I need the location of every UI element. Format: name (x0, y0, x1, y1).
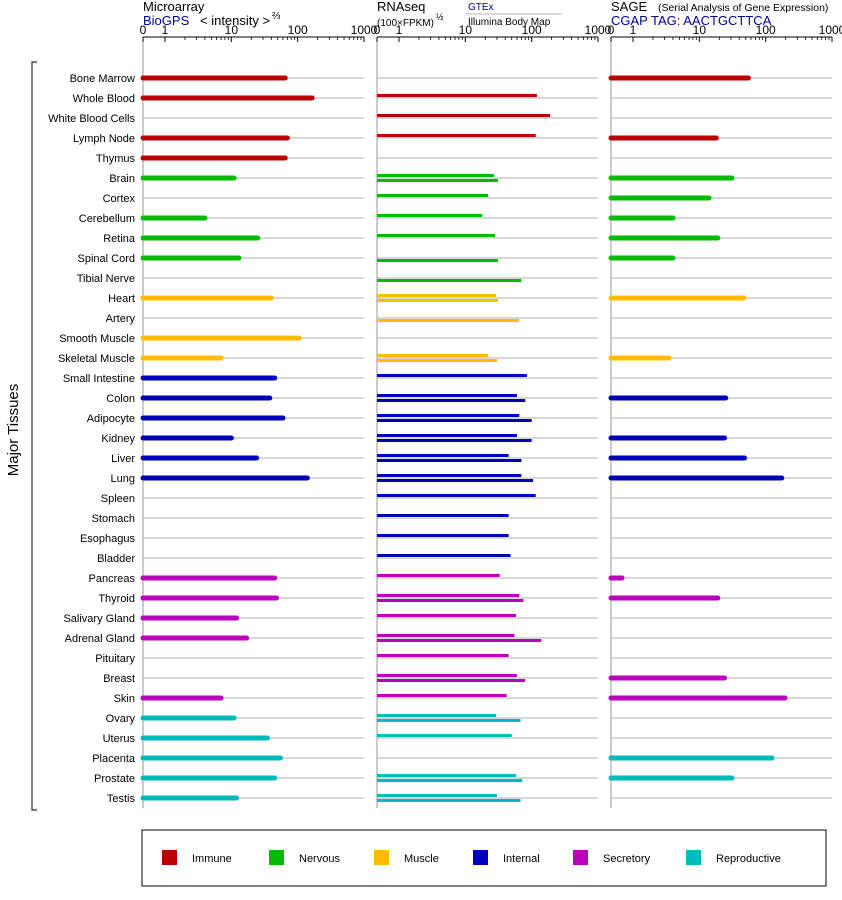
panel-sage-header: SAGE (Serial Analysis of Gene Expression… (611, 0, 828, 28)
tissue-label: Cerebellum (79, 213, 135, 225)
y-axis-bracket (31, 61, 37, 811)
x-tick-label: 1000 (585, 23, 612, 37)
panel-units-exponent: ⅔ (272, 11, 281, 22)
legend-item: Secretory (573, 850, 651, 865)
x-tick-label: 0 (374, 23, 381, 37)
legend-label: Immune (192, 853, 232, 865)
panels-layer: 011010010000110100100001101001000 (140, 23, 842, 808)
tissue-label: Adrenal Gland (65, 633, 135, 645)
tissue-label: Small Intestine (63, 373, 135, 385)
legend-item: Reproductive (686, 850, 781, 865)
panel-units-exponent: ½ (436, 12, 444, 22)
panel-title: RNAseq (377, 0, 425, 14)
tissue-label: Adipocyte (87, 413, 135, 425)
tissue-label: Heart (108, 293, 135, 305)
x-tick-label: 1000 (351, 23, 378, 37)
tissue-label: Artery (106, 313, 136, 325)
x-tick-label: 100 (288, 23, 308, 37)
legend-item: Internal (473, 850, 540, 865)
legend-swatch (573, 850, 588, 865)
panel-source-link[interactable]: BioGPS (143, 13, 190, 28)
tissue-label: Colon (106, 393, 135, 405)
legend-swatch (269, 850, 284, 865)
legend-item: Immune (162, 850, 232, 865)
legend-swatch (473, 850, 488, 865)
x-tick-label: 10 (693, 23, 707, 37)
source-illumina: Illumina Body Map (468, 17, 551, 28)
tissue-label: Whole Blood (73, 93, 135, 105)
x-tick-label: 100 (522, 23, 542, 37)
tissue-label: Brain (109, 173, 135, 185)
panel-title-note: (Serial Analysis of Gene Expression) (658, 2, 828, 14)
panel-0: 0 1 10 100 1000 (140, 23, 378, 808)
tissue-label: Smooth Muscle (59, 333, 135, 345)
panel-cgap-tag[interactable]: CGAP TAG: AACTGCTTCA (611, 13, 772, 28)
tissue-label: Pituitary (95, 653, 135, 665)
x-tick-label: 100 (756, 23, 776, 37)
panel-microarray-header: Microarray BioGPS < intensity > ⅔ (143, 0, 281, 28)
tissue-label: Lung (111, 473, 135, 485)
x-tick-label: 1 (396, 23, 403, 37)
tissue-label: Salivary Gland (63, 613, 135, 625)
tissue-label: Esophagus (80, 533, 136, 545)
panel-2: 0 1 10 100 1000 (608, 23, 842, 808)
tissue-label: Retina (103, 233, 136, 245)
x-tick-label: 0 (140, 23, 147, 37)
legend-swatch (162, 850, 177, 865)
tissue-labels: Bone Marrow Whole Blood White Blood Cells L… (48, 73, 136, 805)
x-tick-label: 1 (630, 23, 637, 37)
tissue-label: White Blood Cells (48, 113, 135, 125)
panel-rnaseq-header: RNAseq (100×FPKM) ½ GTEx Illumina Body M… (377, 0, 562, 29)
tissue-label: Breast (103, 673, 135, 685)
x-tick-label: 10 (459, 23, 473, 37)
tissue-label: Thyroid (98, 593, 135, 605)
tissue-label: Spinal Cord (78, 253, 135, 265)
legend-label: Nervous (299, 853, 340, 865)
tissue-label: Cortex (103, 193, 136, 205)
legend-swatch (686, 850, 701, 865)
tissue-label: Placenta (92, 753, 136, 765)
panel-units: (100×FPKM) (377, 18, 434, 29)
legend-swatch (374, 850, 389, 865)
tissue-label: Uterus (103, 733, 136, 745)
panel-1: 0 1 10 100 1000 (374, 23, 612, 808)
x-tick-label: 1 (162, 23, 169, 37)
x-tick-label: 0 (608, 23, 615, 37)
tissue-label: Thymus (96, 153, 136, 165)
legend-label: Reproductive (716, 853, 781, 865)
tissue-label: Skeletal Muscle (58, 353, 135, 365)
tissue-label: Skin (114, 693, 135, 705)
panel-title: Microarray (143, 0, 205, 14)
x-tick-label: 10 (225, 23, 239, 37)
source-gtex-link[interactable]: GTEx (468, 2, 494, 13)
x-tick-label: 1000 (819, 23, 842, 37)
tissue-label: Testis (107, 793, 136, 805)
panel-title: SAGE (611, 0, 647, 14)
legend: Immune Nervous Muscle Internal Secretory Repr… (162, 850, 781, 865)
tissue-label: Pancreas (89, 573, 136, 585)
legend-label: Secretory (603, 853, 651, 865)
tissue-label: Spleen (101, 493, 135, 505)
tissue-label: Bladder (97, 553, 135, 565)
tissue-label: Stomach (92, 513, 135, 525)
y-axis-label: Major Tissues (5, 384, 22, 477)
legend-label: Muscle (404, 853, 439, 865)
tissue-label: Lymph Node (73, 133, 135, 145)
tissue-label: Tibial Nerve (77, 273, 135, 285)
tissue-label: Kidney (101, 433, 135, 445)
tissue-label: Liver (111, 453, 135, 465)
tissue-label: Ovary (106, 713, 136, 725)
legend-item: Muscle (374, 850, 439, 865)
tissue-label: Prostate (94, 773, 135, 785)
legend-item: Nervous (269, 850, 340, 865)
panel-units: < intensity > (200, 13, 270, 28)
tissue-label: Bone Marrow (70, 73, 135, 85)
legend-label: Internal (503, 853, 540, 865)
